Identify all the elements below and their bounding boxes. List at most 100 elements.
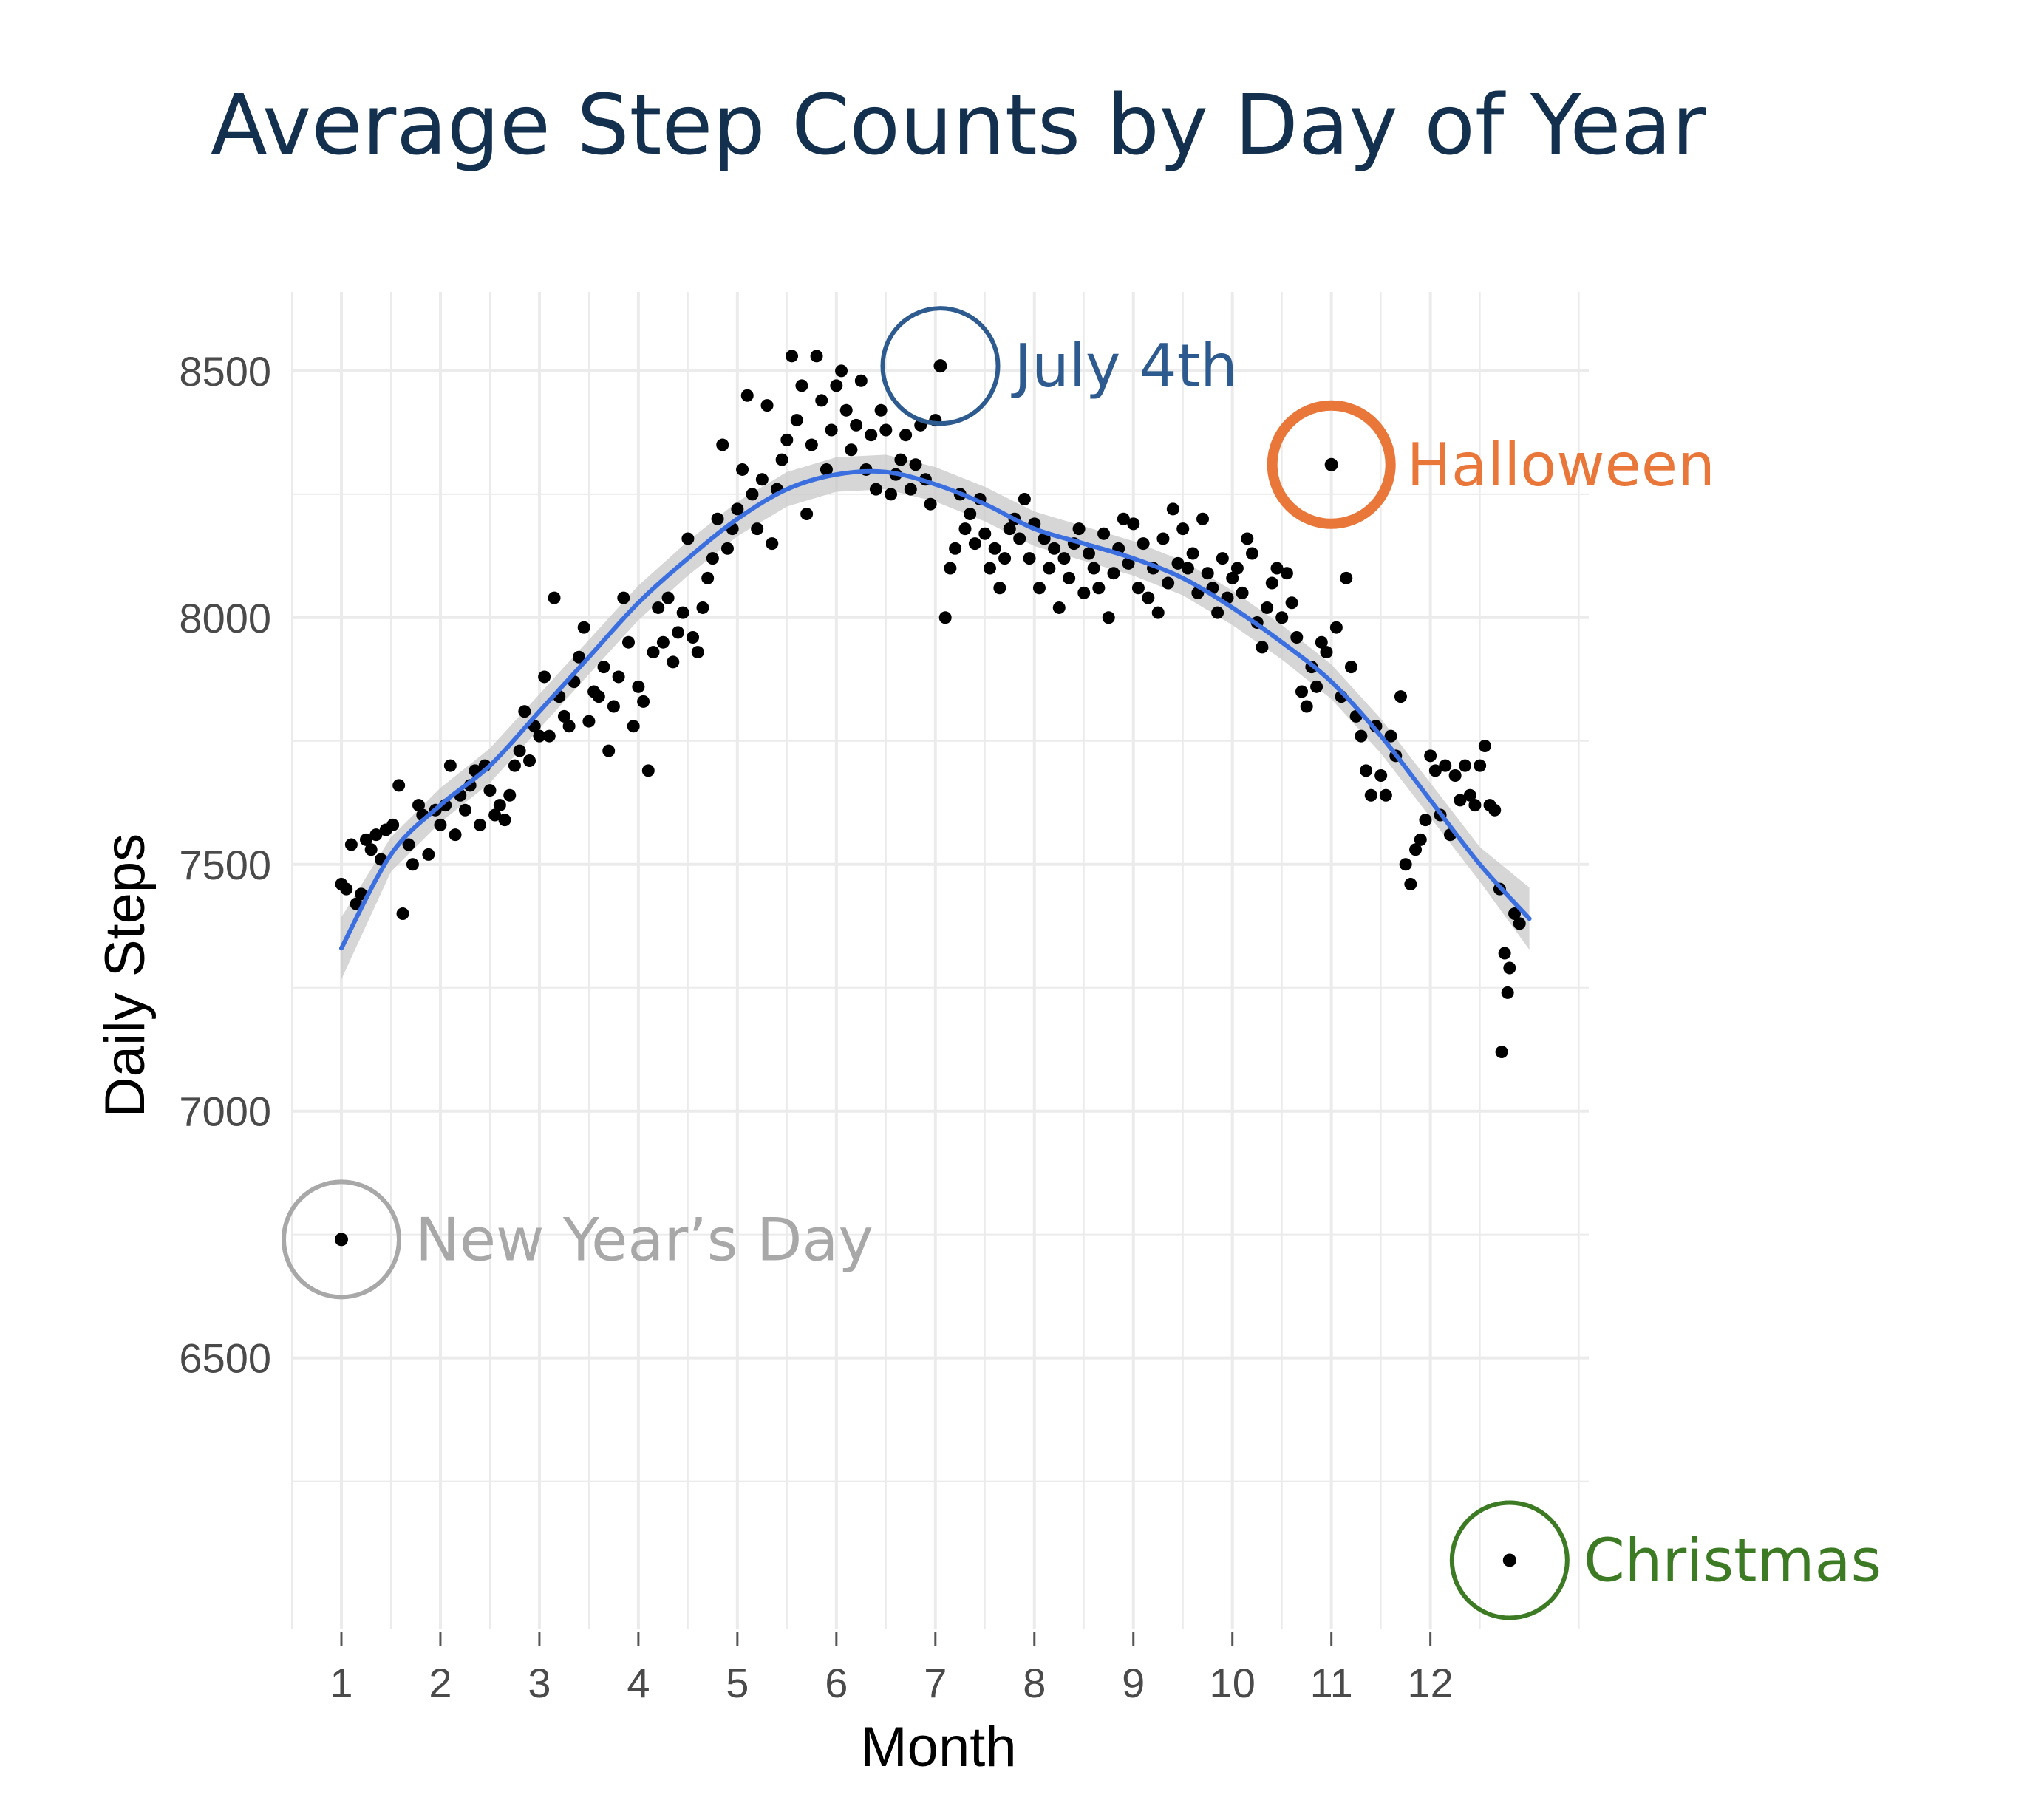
data-point bbox=[1501, 986, 1514, 999]
data-point bbox=[1097, 527, 1111, 540]
data-point bbox=[681, 532, 695, 545]
data-point bbox=[402, 838, 415, 851]
annotation-circle bbox=[1267, 400, 1396, 529]
x-tick-label: 2 bbox=[429, 1660, 452, 1706]
data-point bbox=[1023, 552, 1036, 565]
data-point bbox=[1315, 635, 1328, 649]
data-point bbox=[958, 522, 972, 536]
data-point bbox=[1513, 917, 1526, 930]
data-point bbox=[671, 626, 684, 639]
data-point bbox=[1261, 601, 1274, 614]
data-point bbox=[938, 611, 952, 624]
data-point bbox=[1404, 877, 1417, 890]
data-point bbox=[1072, 522, 1086, 536]
data-point bbox=[1162, 576, 1175, 590]
data-point bbox=[1236, 586, 1249, 599]
data-point bbox=[978, 527, 992, 540]
data-point bbox=[810, 350, 823, 363]
data-point bbox=[1478, 739, 1491, 752]
data-point bbox=[632, 680, 645, 693]
data-point bbox=[1463, 788, 1476, 802]
data-point bbox=[775, 453, 788, 466]
confidence-band-layer bbox=[341, 454, 1530, 980]
data-point bbox=[1063, 571, 1076, 584]
data-point bbox=[1211, 606, 1224, 619]
x-tick-label: 11 bbox=[1310, 1660, 1353, 1706]
data-point bbox=[998, 552, 1012, 565]
data-point bbox=[1344, 661, 1357, 674]
data-point bbox=[1151, 606, 1165, 619]
annotation-layer: July 4th Halloween New Year’s Day Christmas bbox=[281, 306, 1881, 1620]
data-point bbox=[1360, 764, 1373, 777]
data-point bbox=[1156, 532, 1170, 545]
annotation-circle bbox=[281, 1179, 401, 1300]
data-point bbox=[1503, 961, 1516, 975]
data-point bbox=[508, 759, 521, 772]
data-point bbox=[1201, 567, 1214, 580]
data-point bbox=[736, 463, 749, 476]
annotation-circle bbox=[880, 306, 1001, 426]
data-point bbox=[573, 650, 586, 664]
x-tick-label: 9 bbox=[1122, 1660, 1145, 1706]
data-point bbox=[1399, 858, 1412, 871]
data-point bbox=[766, 537, 779, 551]
x-tick-label: 5 bbox=[726, 1660, 749, 1706]
data-point bbox=[1424, 749, 1437, 763]
data-point bbox=[800, 508, 814, 521]
data-point bbox=[1107, 567, 1120, 580]
data-point bbox=[1230, 562, 1244, 575]
data-point bbox=[1414, 833, 1427, 846]
data-point bbox=[364, 843, 378, 856]
data-point bbox=[740, 389, 754, 402]
annotation-point bbox=[334, 1233, 348, 1247]
data-point bbox=[406, 858, 419, 871]
x-tick-label: 7 bbox=[924, 1660, 947, 1706]
y-tick-label: 7000 bbox=[179, 1088, 271, 1135]
data-point bbox=[422, 848, 435, 861]
data-point bbox=[656, 635, 670, 649]
data-point bbox=[820, 463, 833, 476]
data-point bbox=[1171, 556, 1185, 570]
data-point bbox=[711, 512, 724, 525]
data-point bbox=[1122, 556, 1135, 570]
grid-layer bbox=[291, 292, 1589, 1629]
smooth-trend-line bbox=[338, 468, 1532, 951]
data-point bbox=[825, 423, 838, 437]
data-point bbox=[1280, 567, 1293, 580]
data-point bbox=[993, 582, 1006, 595]
annotation-label: Christmas bbox=[1584, 1526, 1881, 1595]
data-point bbox=[1082, 547, 1095, 560]
data-point bbox=[1428, 764, 1442, 777]
data-point bbox=[557, 709, 570, 723]
data-point bbox=[1384, 729, 1397, 743]
data-point bbox=[1379, 788, 1392, 802]
data-point bbox=[949, 542, 962, 555]
data-point bbox=[1448, 769, 1462, 783]
data-point bbox=[1092, 582, 1106, 595]
data-point bbox=[1137, 537, 1150, 551]
data-point bbox=[577, 621, 590, 634]
data-point bbox=[1285, 596, 1298, 610]
data-point bbox=[1454, 794, 1467, 807]
data-point bbox=[835, 364, 848, 378]
data-point bbox=[493, 799, 506, 812]
data-point bbox=[518, 705, 531, 718]
data-point bbox=[854, 374, 868, 387]
data-point bbox=[1166, 502, 1179, 516]
data-point bbox=[983, 562, 996, 575]
data-point bbox=[845, 443, 858, 457]
annotation-circle bbox=[1449, 1500, 1570, 1620]
data-point bbox=[386, 818, 400, 831]
data-point bbox=[924, 497, 937, 511]
data-point bbox=[617, 591, 630, 604]
data-point bbox=[1196, 512, 1210, 525]
data-point bbox=[513, 744, 526, 757]
data-point bbox=[1246, 547, 1259, 560]
data-point bbox=[1256, 641, 1269, 654]
data-point bbox=[839, 403, 853, 417]
data-point bbox=[944, 562, 957, 575]
data-point bbox=[865, 429, 878, 442]
data-point bbox=[597, 661, 610, 674]
data-point bbox=[786, 350, 799, 363]
